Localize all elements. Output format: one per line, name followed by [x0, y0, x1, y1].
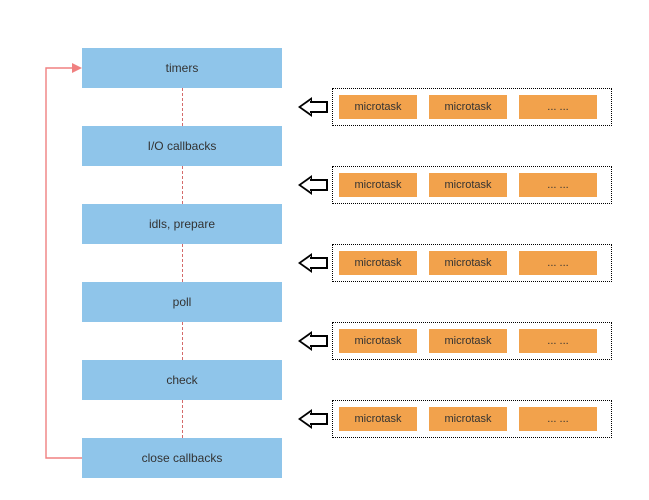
- slot-label: microtask: [354, 179, 401, 191]
- connector: [182, 88, 183, 126]
- phase-idle-prepare: idls, prepare: [82, 204, 282, 244]
- microtask-slot: microtask: [429, 95, 507, 119]
- microtask-slot: ... ...: [519, 329, 597, 353]
- slot-label: microtask: [354, 335, 401, 347]
- left-arrow-icon: [298, 97, 328, 117]
- phase-label: close callbacks: [142, 451, 223, 465]
- slot-label: ... ...: [547, 257, 568, 269]
- microtask-slot: ... ...: [519, 407, 597, 431]
- connector: [182, 166, 183, 204]
- slot-label: microtask: [444, 257, 491, 269]
- microtask-slot: microtask: [339, 407, 417, 431]
- microtask-slot: ... ...: [519, 251, 597, 275]
- microtask-slot: ... ...: [519, 95, 597, 119]
- slot-label: ... ...: [547, 335, 568, 347]
- microtask-queue: microtask microtask ... ...: [332, 400, 612, 438]
- slot-label: microtask: [444, 413, 491, 425]
- microtask-slot: microtask: [429, 251, 507, 275]
- connector: [182, 400, 183, 438]
- slot-label: microtask: [354, 101, 401, 113]
- phase-label: poll: [173, 295, 192, 309]
- slot-label: microtask: [444, 101, 491, 113]
- microtask-queue: microtask microtask ... ...: [332, 244, 612, 282]
- left-arrow-icon: [298, 409, 328, 429]
- microtask-queue: microtask microtask ... ...: [332, 322, 612, 360]
- microtask-slot: microtask: [429, 329, 507, 353]
- phase-label: I/O callbacks: [148, 139, 217, 153]
- microtask-slot: microtask: [339, 251, 417, 275]
- microtask-slot: microtask: [339, 329, 417, 353]
- microtask-slot: ... ...: [519, 173, 597, 197]
- connector: [182, 322, 183, 360]
- phase-io-callbacks: I/O callbacks: [82, 126, 282, 166]
- phase-close-callbacks: close callbacks: [82, 438, 282, 478]
- left-arrow-icon: [298, 331, 328, 351]
- microtask-queue: microtask microtask ... ...: [332, 88, 612, 126]
- connector: [182, 244, 183, 282]
- microtask-slot: microtask: [429, 407, 507, 431]
- phase-check: check: [82, 360, 282, 400]
- slot-label: microtask: [354, 413, 401, 425]
- slot-label: microtask: [444, 335, 491, 347]
- phase-label: idls, prepare: [149, 217, 215, 231]
- slot-label: microtask: [444, 179, 491, 191]
- left-arrow-icon: [298, 175, 328, 195]
- slot-label: ... ...: [547, 101, 568, 113]
- phase-timers: timers: [82, 48, 282, 88]
- slot-label: microtask: [354, 257, 401, 269]
- phase-label: timers: [166, 61, 199, 75]
- phase-label: check: [166, 373, 197, 387]
- microtask-slot: microtask: [429, 173, 507, 197]
- microtask-queue: microtask microtask ... ...: [332, 166, 612, 204]
- diagram-canvas: timers I/O callbacks idls, prepare poll …: [0, 0, 649, 500]
- left-arrow-icon: [298, 253, 328, 273]
- slot-label: ... ...: [547, 413, 568, 425]
- microtask-slot: microtask: [339, 173, 417, 197]
- slot-label: ... ...: [547, 179, 568, 191]
- phase-poll: poll: [82, 282, 282, 322]
- microtask-slot: microtask: [339, 95, 417, 119]
